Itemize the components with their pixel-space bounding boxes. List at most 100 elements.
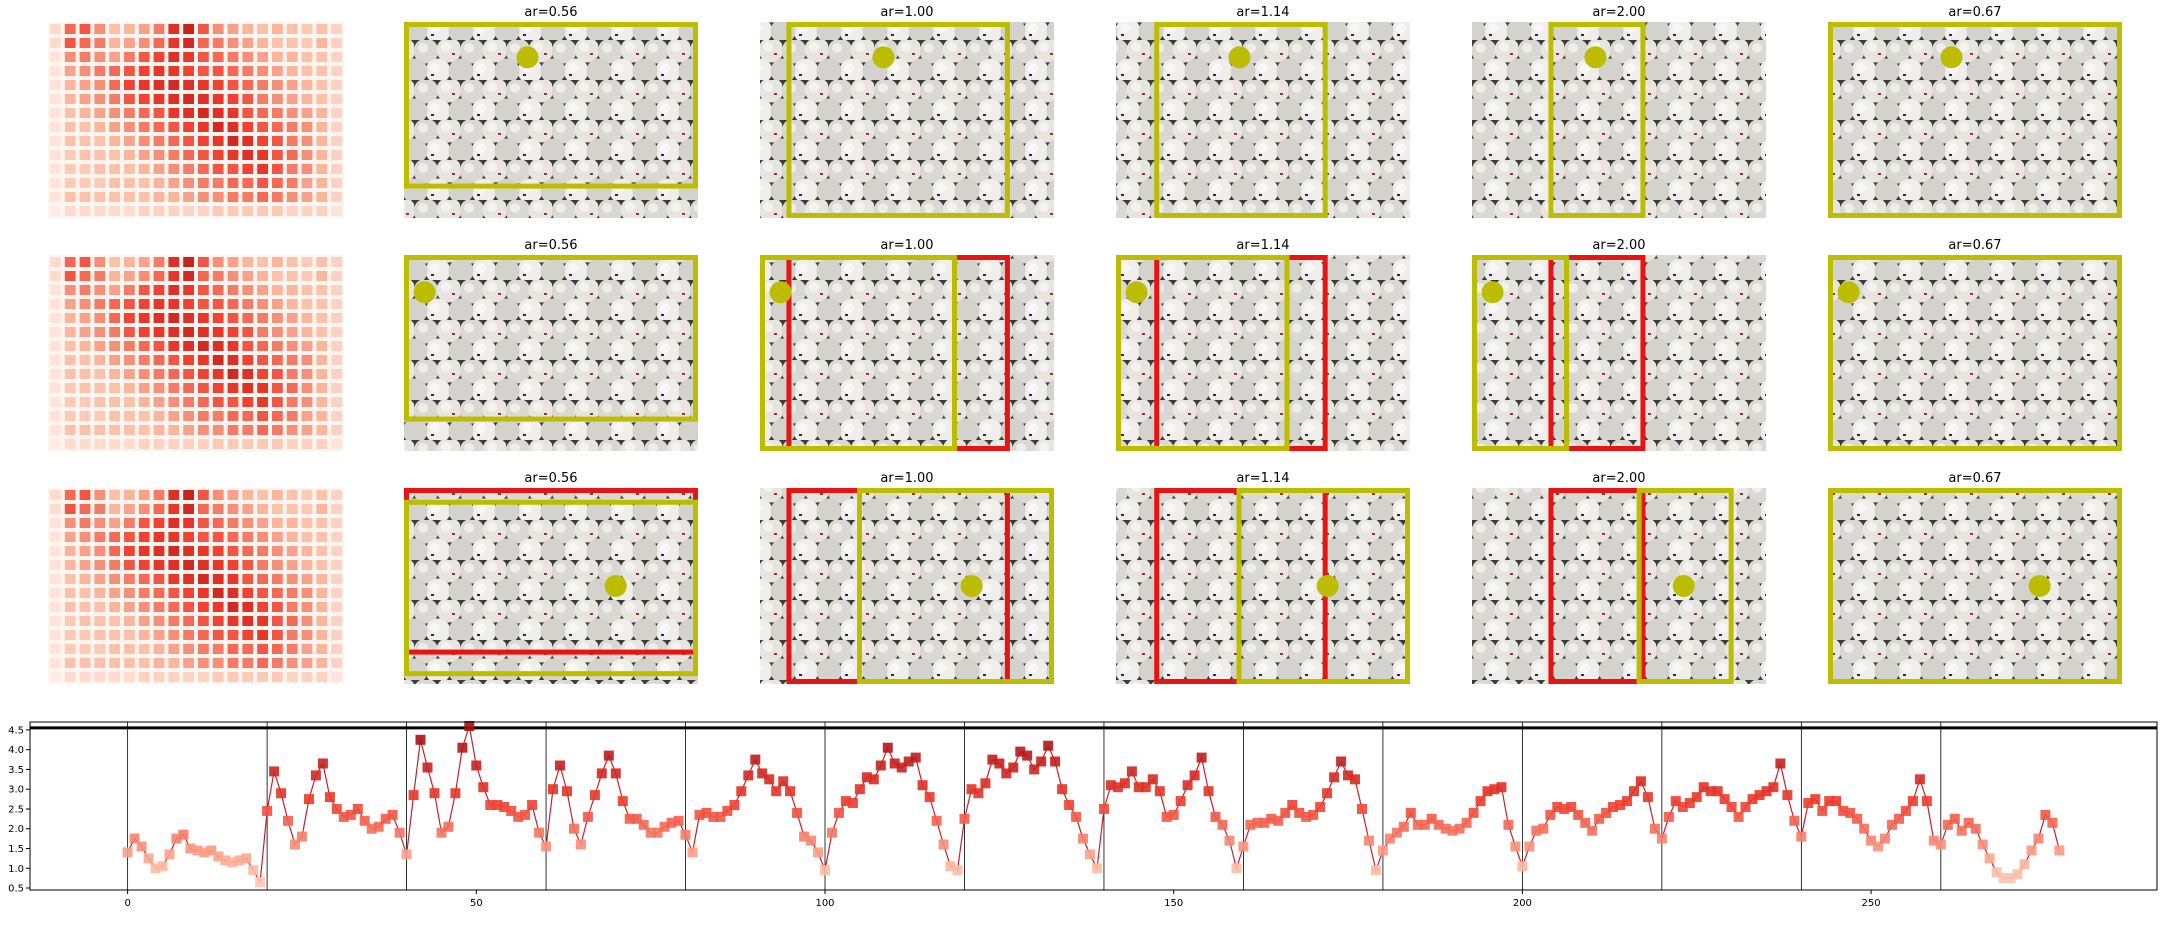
heatmap-cell	[301, 66, 313, 76]
heatmap-cell	[212, 546, 224, 556]
heatmap-cell	[257, 271, 268, 281]
heatmap-cell	[316, 658, 328, 668]
heatmap-cell	[109, 80, 120, 90]
data-point	[1747, 794, 1758, 805]
x-tick-label: 0	[124, 898, 130, 909]
heatmap-cell	[331, 38, 342, 48]
data-point	[840, 796, 851, 807]
crop-box	[1828, 22, 2122, 218]
data-point	[1566, 802, 1577, 812]
data-point	[1057, 784, 1068, 795]
heatmap-cell	[64, 299, 76, 309]
data-point	[1831, 796, 1842, 807]
data-point	[569, 823, 579, 834]
data-point	[1517, 861, 1528, 872]
data-point	[1105, 780, 1116, 791]
data-point	[931, 815, 942, 826]
data-point	[345, 809, 356, 820]
heatmap-cell	[94, 490, 106, 500]
heatmap-cell	[79, 206, 91, 216]
heatmap-cell	[286, 672, 298, 682]
y-tick-label: 2.0	[8, 824, 24, 835]
heatmap-cell	[183, 672, 194, 682]
heatmap-cell	[94, 546, 106, 556]
heatmap-cell	[198, 355, 209, 365]
heatmap-cell	[138, 341, 150, 351]
heatmap-cell	[138, 285, 150, 295]
image-panel: ar=1.00	[760, 5, 1054, 218]
data-point	[1531, 825, 1542, 836]
heatmap-cell	[168, 560, 180, 570]
heatmap-cell	[242, 299, 254, 309]
heatmap-cell	[212, 425, 224, 435]
heatmap-cell	[50, 630, 61, 640]
heatmap-cell	[138, 439, 150, 449]
panel-grid: ar=0.56 ar=1.00 ar=1.14 ar=2.00 ar=0.67 ar=0.…	[48, 5, 2122, 684]
heatmap-cell	[79, 397, 91, 407]
image-panel: ar=1.14	[1116, 5, 1410, 218]
heatmap-cell	[79, 122, 91, 132]
image-panel: ar=0.67	[1828, 471, 2122, 684]
heatmap-cell	[79, 164, 91, 174]
data-point	[1642, 792, 1653, 803]
heatmap-cell	[242, 164, 254, 174]
heatmap-cell	[138, 425, 150, 435]
heatmap-cell	[331, 644, 342, 654]
heatmap-cell	[301, 383, 313, 393]
heatmap-cell	[198, 150, 209, 160]
y-tick-label: 1.0	[8, 864, 24, 875]
heatmap-cell	[153, 136, 165, 146]
attention-point	[1481, 281, 1504, 304]
data-point	[1503, 819, 1514, 830]
heatmap-cell	[50, 672, 61, 682]
heatmap-cell	[168, 285, 180, 295]
heatmap-cell	[79, 38, 91, 48]
heatmap-cell	[109, 490, 120, 500]
heatmap-cell	[242, 313, 254, 323]
heatmap-cell	[242, 136, 254, 146]
heatmap-cell	[50, 369, 61, 379]
heatmap-cell	[301, 285, 313, 295]
heatmap-cell	[79, 672, 91, 682]
heatmap-cell	[94, 397, 106, 407]
heatmap-cell	[227, 257, 239, 267]
heatmap-cell	[124, 658, 135, 668]
attention-point	[413, 281, 436, 304]
data-point	[1384, 833, 1395, 844]
heatmap-cell	[227, 192, 239, 202]
heatmap-cell	[124, 341, 135, 351]
heatmap-cell	[153, 24, 165, 34]
heatmap-cell	[198, 518, 209, 528]
heatmap-cell	[212, 192, 224, 202]
heatmap-cell	[212, 490, 224, 500]
heatmap-cell	[242, 327, 254, 337]
heatmap-cell	[316, 630, 328, 640]
data-point	[1496, 782, 1507, 793]
heatmap-cell	[272, 644, 283, 654]
y-tick-label: 1.5	[8, 844, 24, 855]
heatmap-cell	[64, 313, 76, 323]
data-point	[1956, 825, 1967, 836]
attention-point	[516, 46, 539, 69]
heatmap-cell	[124, 122, 135, 132]
heatmap-cell	[198, 66, 209, 76]
data-point	[192, 845, 203, 856]
heatmap-cell	[198, 94, 209, 104]
heatmap-cell	[168, 574, 180, 584]
heatmap-cell	[316, 369, 328, 379]
heatmap-cell	[257, 94, 268, 104]
heatmap-cell	[227, 644, 239, 654]
data-point	[1203, 786, 1214, 797]
heatmap-cell	[286, 439, 298, 449]
data-point	[304, 794, 314, 805]
heatmap-cell	[227, 285, 239, 295]
heatmap-cell	[94, 206, 106, 216]
data-point	[255, 877, 266, 888]
heatmap-cell	[272, 383, 283, 393]
panel-title: ar=1.00	[880, 471, 933, 486]
heatmap-cell	[124, 299, 135, 309]
heatmap-cell	[183, 341, 194, 351]
data-point	[820, 865, 830, 876]
heatmap-cell	[242, 341, 254, 351]
heatmap-cell	[227, 271, 239, 281]
